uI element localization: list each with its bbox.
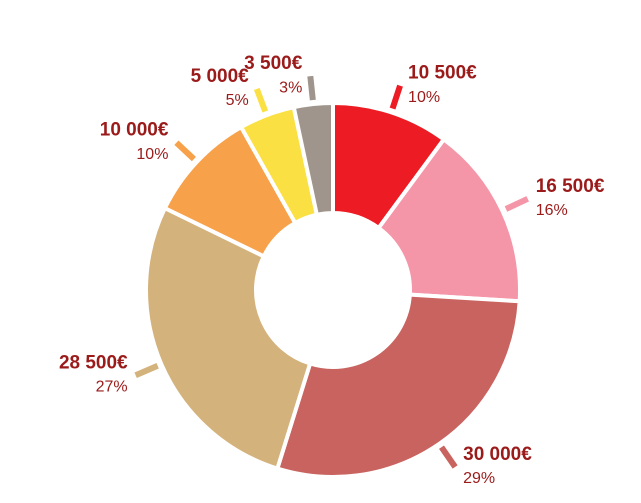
percent-label: 10% <box>408 89 440 106</box>
leader-line <box>174 140 196 162</box>
leader-line <box>389 84 403 110</box>
leader-line <box>504 196 529 212</box>
percent-label: 10% <box>136 146 168 163</box>
value-label: 5 000€ <box>191 66 250 87</box>
donut-slice <box>274 292 522 479</box>
value-label: 10 000€ <box>100 120 169 141</box>
percent-label: 16% <box>536 202 568 219</box>
value-label: 30 000€ <box>463 444 532 465</box>
value-label: 16 500€ <box>536 176 605 197</box>
percent-label: 5% <box>226 92 249 109</box>
leader-line <box>439 445 458 469</box>
percent-label: 29% <box>463 470 495 487</box>
leader-line <box>134 362 159 379</box>
leader-line <box>307 75 316 101</box>
percent-label: 3% <box>279 79 302 96</box>
leader-line <box>253 87 269 113</box>
percent-label: 27% <box>96 378 128 395</box>
value-label: 3 500€ <box>244 53 303 74</box>
value-label: 28 500€ <box>59 352 128 373</box>
donut-slice <box>144 205 313 472</box>
donut-slice <box>291 100 335 218</box>
donut-slice <box>375 136 522 304</box>
value-label: 10 500€ <box>408 63 477 84</box>
